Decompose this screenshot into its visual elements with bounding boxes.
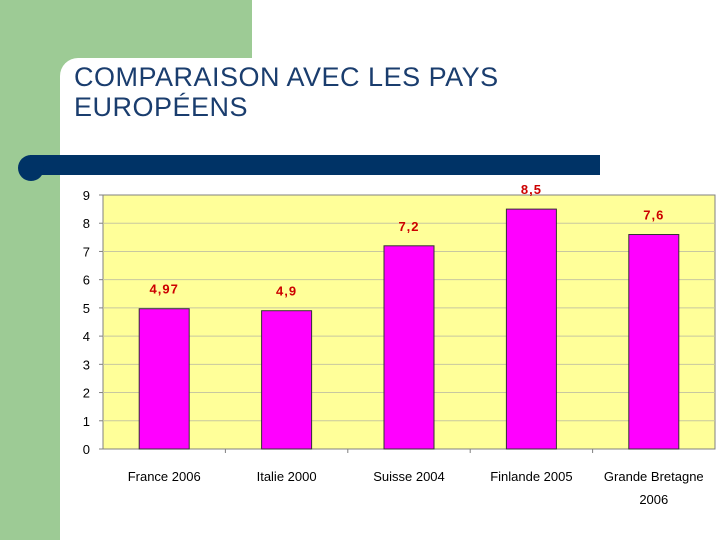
data-label: 8,5 <box>521 182 542 197</box>
y-tick-label: 0 <box>83 442 90 457</box>
bar <box>261 310 313 450</box>
bar <box>138 308 190 450</box>
slide-title-line-1: COMPARAISON AVEC LES PAYS <box>74 62 499 92</box>
bar <box>383 245 435 450</box>
x-category-label: Grande Bretagne 2006 <box>604 469 704 507</box>
title-rule-knob <box>18 155 44 181</box>
title-area <box>60 58 600 155</box>
data-label: 7,2 <box>398 219 419 234</box>
x-category-label: Finlande 2005 <box>490 469 572 484</box>
data-label: 4,97 <box>150 282 179 297</box>
y-tick-label: 7 <box>83 244 90 259</box>
x-category-label: Suisse 2004 <box>373 469 445 484</box>
y-tick-label: 8 <box>83 216 90 231</box>
title-rule-bar <box>30 155 600 175</box>
bar <box>628 234 680 450</box>
bar <box>505 208 557 450</box>
data-label: 7,6 <box>643 208 664 223</box>
slide-sidebar <box>0 0 60 540</box>
y-tick-label: 6 <box>83 273 90 288</box>
x-category-label: France 2006 <box>128 469 201 484</box>
slide-title: COMPARAISON AVEC LES PAYS EUROPÉENS <box>74 62 499 122</box>
bar-chart: 0 1 2 3 4 5 6 7 8 9 4,97 France 2006 4,9 Italie 2000 7… <box>60 175 720 540</box>
y-tick-label: 9 <box>83 188 90 203</box>
y-tick-label: 4 <box>83 329 90 344</box>
y-tick-label: 2 <box>83 386 90 401</box>
bar-chart-svg: 0 1 2 3 4 5 6 7 8 9 4,97 France 2006 4,9 Italie 2000 7… <box>83 182 716 507</box>
y-tick-label: 1 <box>83 414 90 429</box>
slide-title-line-2: EUROPÉENS <box>74 92 249 122</box>
y-tick-label: 5 <box>83 301 90 316</box>
y-tick-label: 3 <box>83 357 90 372</box>
data-label: 4,9 <box>276 284 297 299</box>
x-category-label: Italie 2000 <box>257 469 317 484</box>
